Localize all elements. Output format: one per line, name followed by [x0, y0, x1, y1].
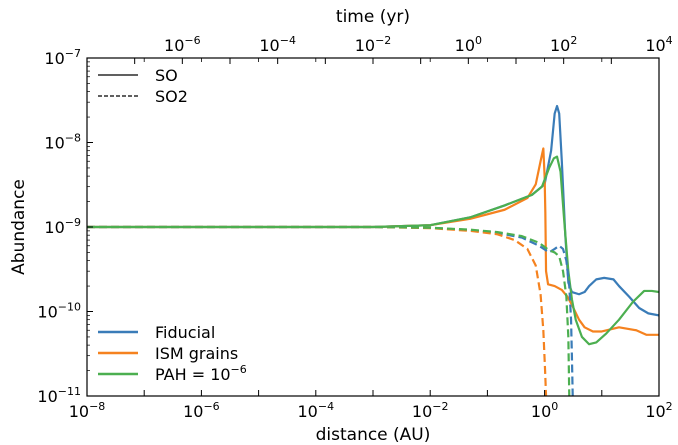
- x-tick-label: 102: [645, 400, 672, 421]
- top-tick-label: 100: [455, 34, 482, 55]
- legend-color-label: Fiducial: [155, 323, 215, 342]
- series-line: [87, 147, 659, 336]
- x-tick-label: 100: [531, 400, 558, 421]
- y-tick-label: 10−9: [44, 216, 81, 237]
- series-line: [87, 155, 659, 346]
- y-tick-label: 10−10: [37, 301, 81, 322]
- top-tick-label: 10−6: [164, 34, 201, 55]
- legend-color-label: PAH = 10−6: [155, 363, 247, 384]
- top-tick-label: 102: [550, 34, 577, 55]
- y-tick-label: 10−7: [44, 47, 81, 68]
- legend-style-label: SO: [155, 66, 178, 85]
- y-axis-label: Abundance: [9, 179, 29, 275]
- top-axis-label: time (yr): [336, 7, 410, 27]
- legend-color-label: ISM grains: [155, 344, 238, 363]
- x-tick-label: 10−2: [412, 400, 449, 421]
- series-line: [87, 104, 659, 317]
- x-tick-label: 10−8: [69, 400, 106, 421]
- y-tick-label: 10−11: [37, 385, 81, 406]
- top-tick-label: 10−4: [259, 34, 296, 55]
- y-tick-label: 10−8: [44, 132, 81, 153]
- legend-style-label: SO2: [155, 87, 188, 106]
- x-tick-label: 10−4: [298, 400, 335, 421]
- x-tick-label: 10−6: [183, 400, 220, 421]
- x-axis-label: distance (AU): [316, 425, 431, 445]
- top-tick-label: 10−2: [355, 34, 392, 55]
- series-line: [87, 225, 571, 396]
- series-layer: [87, 104, 659, 396]
- series-line: [87, 225, 548, 396]
- top-tick-label: 104: [645, 34, 672, 55]
- axes-layer: 10−8 10−6 10−4 10−2 100 102 10−11 10−10 10−9 10−8…: [9, 7, 673, 445]
